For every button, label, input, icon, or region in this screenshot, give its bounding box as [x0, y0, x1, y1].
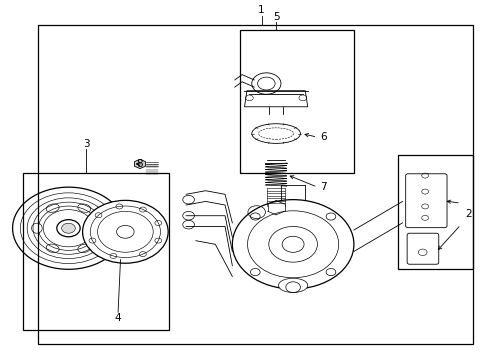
Bar	[23, 173, 169, 330]
Circle shape	[82, 201, 168, 263]
Text: 4: 4	[115, 312, 121, 323]
Bar	[38, 24, 472, 344]
Text: 1: 1	[258, 5, 264, 15]
Ellipse shape	[278, 278, 307, 293]
Circle shape	[232, 200, 353, 289]
Text: 6: 6	[319, 132, 326, 142]
Text: 2: 2	[464, 209, 470, 219]
Polygon shape	[134, 159, 145, 168]
Bar	[239, 30, 353, 173]
Text: 7: 7	[319, 182, 326, 192]
Text: 5: 5	[272, 13, 279, 22]
Bar	[397, 155, 472, 269]
Circle shape	[61, 223, 75, 233]
Text: 3: 3	[83, 139, 90, 149]
Text: 8: 8	[136, 159, 142, 169]
